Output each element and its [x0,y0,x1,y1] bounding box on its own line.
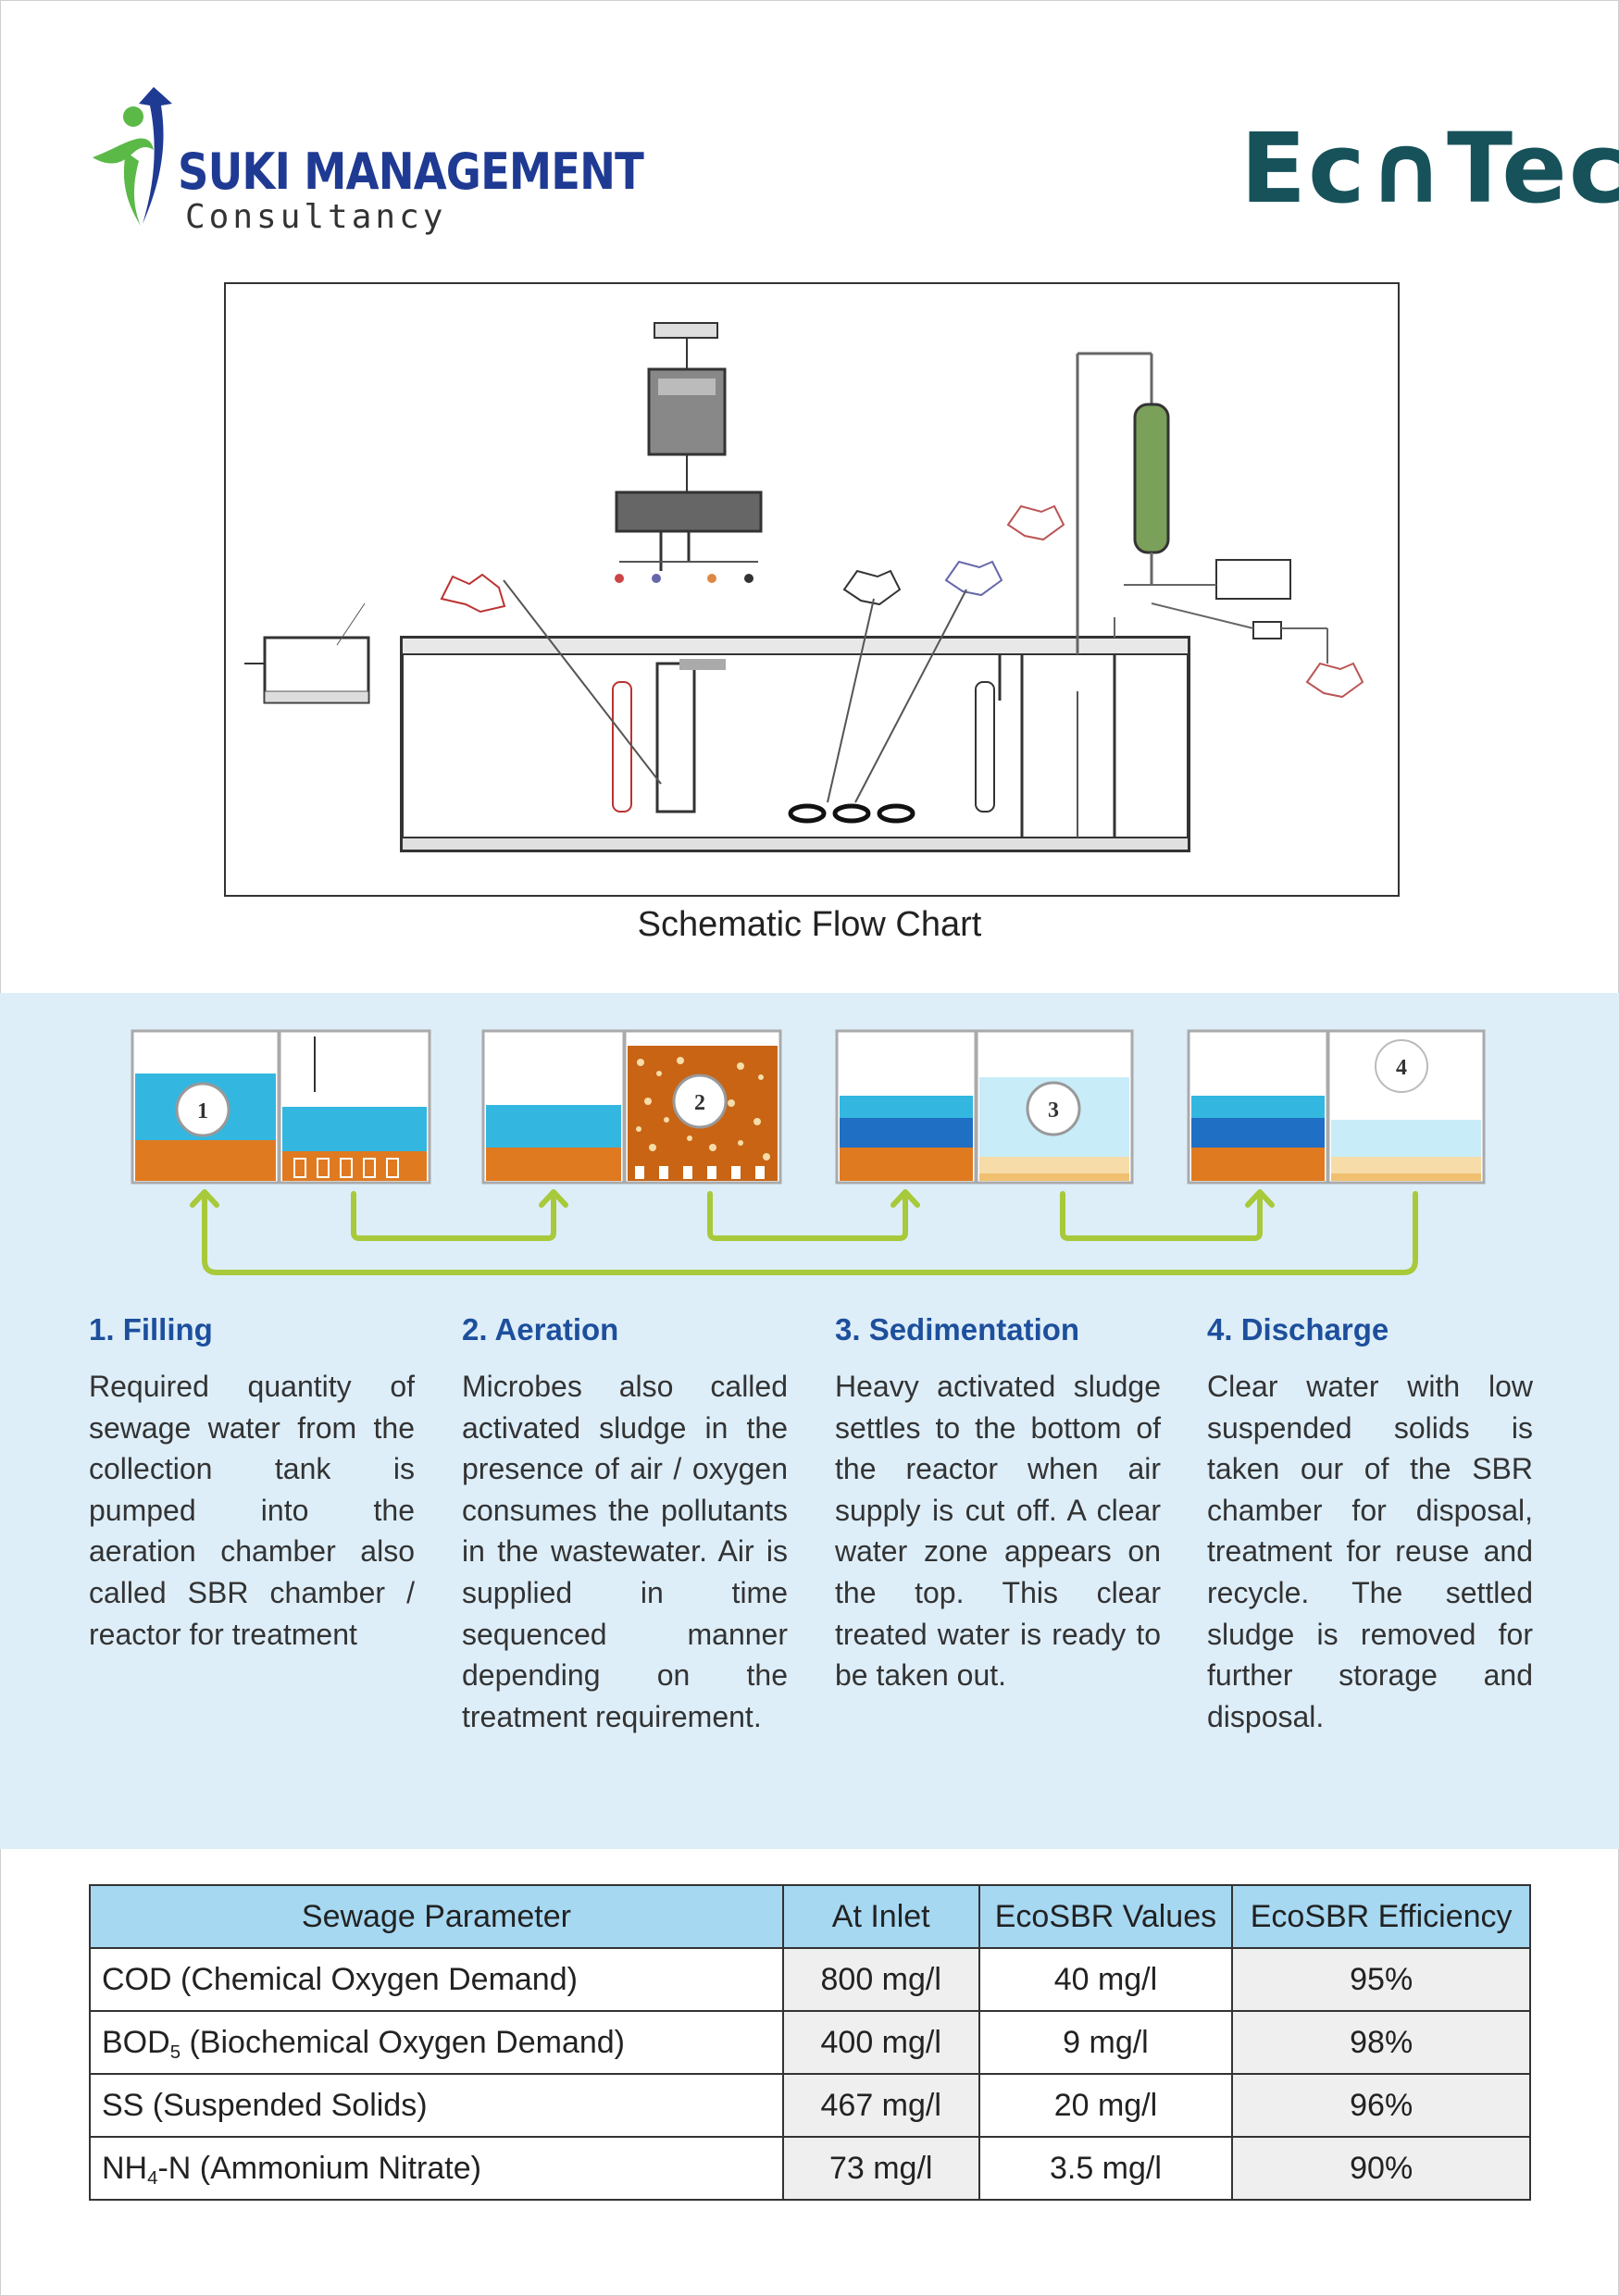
ecosbr-value: 9 mg/l [978,2010,1234,2075]
schematic-diagram [224,282,1400,897]
sewage-parameters-table: Sewage Parameter At Inlet EcoSBR Values … [89,1884,1531,2201]
table-row: BOD5 (Biochemical Oxygen Demand) 400 mg/… [89,2010,1531,2075]
ecosbr-value: 3.5 mg/l [978,2136,1234,2201]
suki-management-logo: SUKI MANAGEMENT Consultancy [85,85,678,252]
table-row: SS (Suspended Solids) 467 mg/l 20 mg/l 9… [89,2073,1531,2138]
param-name: COD (Chemical Oxygen Demand) [89,1947,784,2012]
running-figure-icon [93,87,172,226]
stage-4-number: 4 [1396,1056,1407,1080]
header-ecosbr-values: EcoSBR Values [978,1884,1234,1949]
step-aeration-text: Microbes also called activated sludge in… [462,1370,788,1733]
step-discharge-title: 4. Discharge [1207,1312,1389,1347]
schematic-caption: Schematic Flow Chart [637,905,982,944]
ecotec-logo: Ec∩Tec [1240,112,1619,225]
stage-4-tanks: 4 [1187,1029,1486,1185]
param-name: NH4-N (Ammonium Nitrate) [89,2136,784,2201]
inlet-value: 467 mg/l [781,2073,980,2138]
ecosbr-value: 20 mg/l [978,2073,1234,2138]
stage-2-tanks: 2 [481,1029,782,1185]
flow-arrows [190,1189,1418,1275]
step-filling-title: 1. Filling [89,1312,213,1347]
stage-2-number: 2 [694,1091,705,1115]
stage-3-tanks: 3 [835,1029,1134,1185]
stage-1-number: 1 [197,1099,208,1123]
stage-3-number: 3 [1048,1098,1059,1123]
efficiency-value: 90% [1231,2136,1531,2201]
ecosbr-value: 40 mg/l [978,1947,1234,2012]
inlet-value: 800 mg/l [781,1947,980,2012]
inlet-value: 73 mg/l [781,2136,980,2201]
brand-tagline: Consultancy [185,198,447,236]
schematic-drawing [244,322,1364,852]
efficiency-value: 95% [1231,1947,1531,2012]
header-sewage-parameter: Sewage Parameter [89,1884,784,1949]
efficiency-value: 98% [1231,2010,1531,2075]
inlet-value: 400 mg/l [781,2010,980,2075]
process-stages-illustration: 1 2 3 [131,1029,1486,1275]
step-sedimentation-text: Heavy activated sludge settles to the bo… [835,1370,1161,1693]
table-row: NH4-N (Ammonium Nitrate) 73 mg/l 3.5 mg/… [89,2136,1531,2201]
step-sedimentation-title: 3. Sedimentation [835,1312,1080,1347]
efficiency-value: 96% [1231,2073,1531,2138]
step-aeration-title: 2. Aeration [462,1312,619,1347]
param-name: BOD5 (Biochemical Oxygen Demand) [89,2010,784,2075]
header-at-inlet: At Inlet [781,1884,980,1949]
table-header-row: Sewage Parameter At Inlet EcoSBR Values … [89,1884,1531,1949]
step-filling-text: Required quantity of sewage water from t… [89,1370,415,1651]
table-row: COD (Chemical Oxygen Demand) 800 mg/l 40… [89,1947,1531,2012]
brand-name: SUKI MANAGEMENT [178,143,644,201]
step-discharge-text: Clear water with low suspended solids is… [1207,1370,1533,1733]
stage-1-tanks: 1 [131,1029,431,1185]
header-ecosbr-efficiency: EcoSBR Efficiency [1231,1884,1531,1949]
param-name: SS (Suspended Solids) [89,2073,784,2138]
